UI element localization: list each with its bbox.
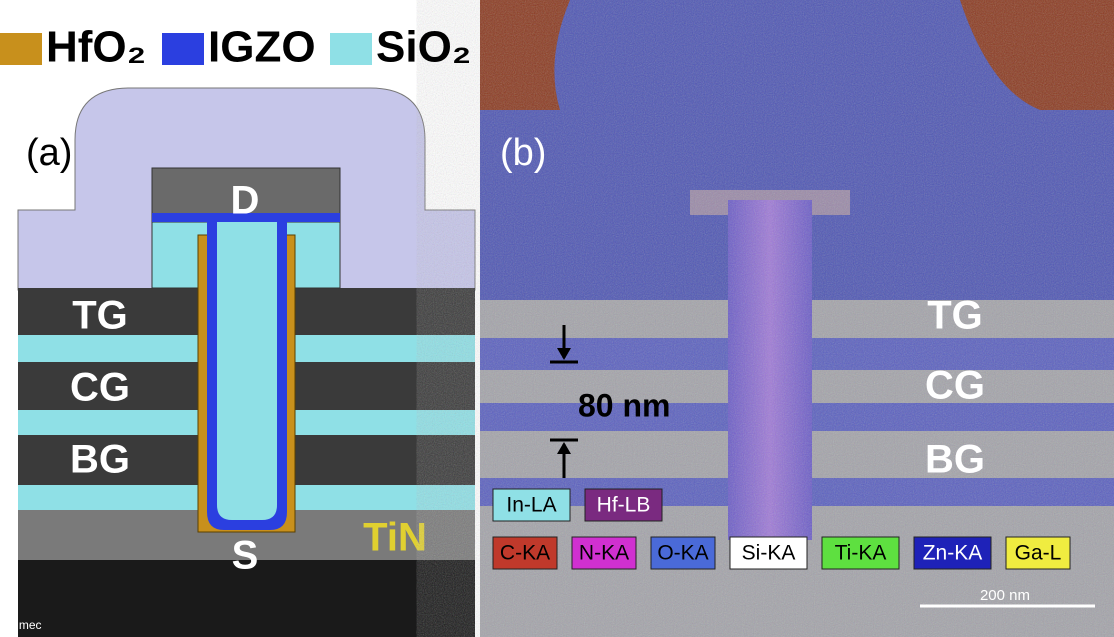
element-label: In-LA: [506, 494, 556, 517]
credit: © imec: [4, 618, 42, 632]
panel-label: (a): [26, 132, 72, 174]
panel-b: (b) TG CG BG 80 nm 200 nm: [480, 0, 1114, 637]
layer-label: BG: [925, 438, 985, 482]
legend-label: IGZO: [208, 23, 316, 72]
legend: HfO₂ IGZO SiO₂: [0, 23, 471, 72]
legend-label: HfO₂: [46, 23, 146, 72]
element-tag: [729, 536, 808, 570]
element-label: C-KA: [500, 542, 550, 565]
core: [217, 222, 277, 520]
drain-label: D: [231, 179, 260, 223]
panel-a: (a) D S TG CG BG TiN © imec: [4, 87, 476, 637]
element-tag: [492, 536, 558, 570]
element-tag: [913, 536, 992, 570]
element-label: Si-KA: [742, 542, 796, 565]
tin-label: TiN: [363, 516, 427, 560]
element-tag: [821, 536, 900, 570]
layer-label: TG: [927, 294, 983, 338]
layer-label: TG: [72, 294, 128, 338]
dimension-label: 80 nm: [578, 387, 670, 423]
scale-label: 200 nm: [980, 587, 1030, 604]
element-label: Hf-LB: [597, 494, 651, 517]
element-tag: [650, 536, 716, 570]
legend-label: SiO₂: [376, 23, 471, 72]
element-label: Zn-KA: [923, 542, 983, 565]
element-tags: In-LA Hf-LB C-KA N-KA O-KA Si-KA Ti-KA Zn-KA Ga-…: [492, 488, 1071, 570]
legend-swatch: [0, 33, 42, 65]
element-label: N-KA: [579, 542, 629, 565]
layer: [18, 560, 475, 637]
layer-label: BG: [70, 438, 130, 482]
panel-label: (b): [500, 132, 546, 174]
noise: [480, 0, 1114, 637]
legend-swatch: [162, 33, 204, 65]
element-label: O-KA: [657, 542, 708, 565]
element-label: Ga-L: [1015, 542, 1062, 565]
element-tag: [584, 488, 663, 522]
element-tag: [571, 536, 637, 570]
element-label: Ti-KA: [835, 542, 887, 565]
layer-label: CG: [70, 366, 130, 410]
element-tag: [492, 488, 571, 522]
source-label: S: [232, 534, 259, 578]
layer-label: CG: [925, 364, 985, 408]
legend-swatch: [330, 33, 372, 65]
element-tag: [1005, 536, 1071, 570]
